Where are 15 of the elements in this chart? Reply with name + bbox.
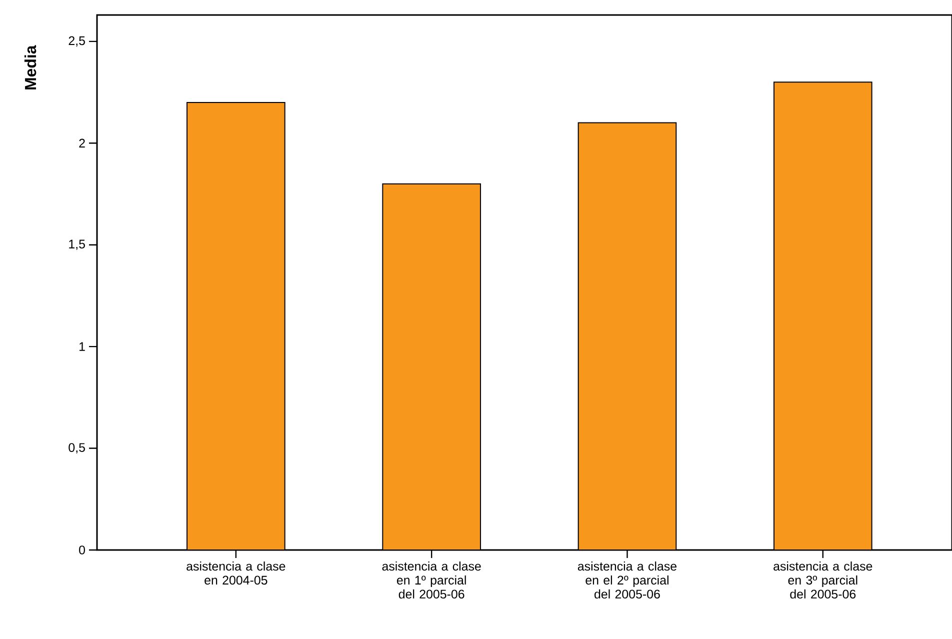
- y-tick-label: 0: [79, 546, 85, 554]
- x-tick-label: asistencia a clase en 2004-05: [186, 562, 286, 585]
- x-tick-label: asistencia a clase en el 2º parcial del 2005-06: [578, 562, 676, 599]
- y-tick-label: 2: [79, 138, 85, 148]
- y-tick-label: 1,5: [69, 240, 85, 250]
- bar: [186, 102, 286, 550]
- y-axis-title: Media: [24, 45, 36, 90]
- y-tick-label: 1: [80, 342, 85, 351]
- bar: [382, 183, 481, 550]
- bar: [773, 82, 872, 550]
- y-tick-label: 2,5: [68, 36, 85, 47]
- y-tick-label: 0,5: [68, 443, 85, 454]
- x-tick-label: asistencia a clase en 3º parcial del 2005-06: [774, 562, 872, 599]
- bar: [578, 122, 677, 550]
- x-tick-label: asistencia a clase en 1º parcial del 2005-06: [382, 562, 481, 599]
